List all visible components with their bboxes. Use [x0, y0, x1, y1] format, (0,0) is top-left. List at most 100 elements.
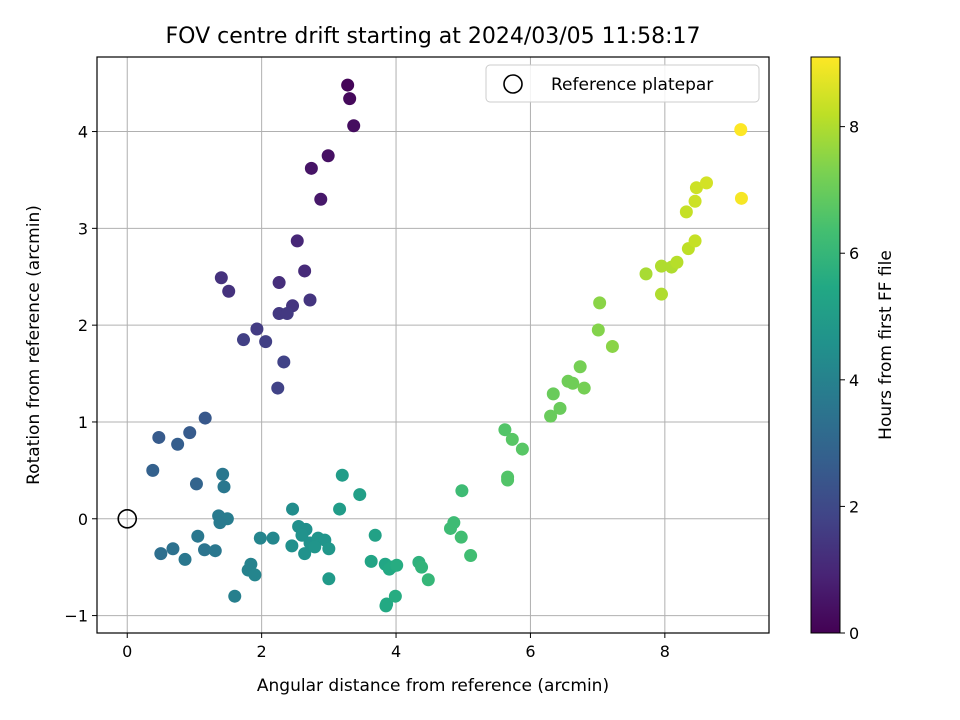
data-point [259, 335, 273, 349]
plot-frame [96, 56, 770, 634]
legend-entry-label: Reference platepar [551, 75, 713, 95]
data-point [353, 488, 367, 502]
data-point [277, 355, 291, 369]
data-point [368, 528, 382, 542]
y-axis-ticks: −1 0 1 2 3 4 [64, 123, 97, 626]
data-point [236, 333, 250, 347]
legend: Reference platepar [485, 64, 760, 103]
y-tick-label: 0 [78, 510, 88, 529]
data-point [379, 599, 393, 613]
data-point [228, 589, 242, 603]
data-point [593, 296, 607, 310]
data-point [295, 528, 309, 542]
data-point [308, 540, 322, 554]
x-axis-ticks: 0 2 4 6 8 [122, 633, 670, 661]
data-point [553, 401, 567, 415]
data-point [208, 544, 222, 558]
data-point [285, 539, 299, 553]
y-axis-label: Rotation from reference (arcmin) [24, 205, 44, 485]
data-point [421, 573, 435, 587]
legend-box [485, 64, 760, 103]
data-point [171, 437, 185, 451]
data-point [166, 542, 180, 556]
colorbar-ticks: 0 2 4 6 8 [840, 118, 859, 643]
y-tick-label: 2 [78, 316, 88, 335]
chart-title: FOV centre drift starting at 2024/03/05 … [166, 24, 701, 49]
data-point [272, 276, 286, 290]
data-point [734, 123, 748, 137]
legend-open-circle-icon [503, 74, 523, 94]
colorbar: 0 2 4 6 8 Hours from first FF file [810, 56, 896, 643]
data-point [189, 477, 203, 491]
data-point [298, 264, 312, 278]
data-point [335, 468, 349, 482]
data-point [290, 234, 304, 248]
colorbar-label: Hours from first FF file [876, 250, 896, 440]
data-point [250, 322, 264, 336]
y-tick-label: 4 [78, 123, 88, 142]
y-tick-label: 1 [78, 413, 88, 432]
data-point [544, 409, 558, 423]
colorbar-gradient [810, 56, 841, 634]
data-point [700, 176, 714, 190]
data-point [253, 531, 267, 545]
reference-platepar-marker [117, 508, 138, 529]
colorbar-tick-label: 4 [849, 371, 859, 390]
data-point [515, 442, 529, 456]
data-point [178, 552, 192, 566]
y-tick-label: 3 [78, 219, 88, 238]
data-point [214, 271, 228, 285]
data-point [605, 339, 619, 353]
data-point [322, 542, 336, 556]
data-point [341, 78, 355, 92]
data-point [734, 191, 748, 205]
colorbar-tick-label: 2 [849, 497, 859, 516]
data-point [573, 360, 587, 374]
data-point [670, 255, 684, 269]
data-point [654, 287, 668, 301]
data-point [191, 529, 205, 543]
data-point [217, 480, 231, 494]
data-point [286, 502, 300, 516]
data-point [498, 423, 512, 437]
y-tick-label: −1 [64, 607, 88, 626]
data-point [213, 516, 227, 530]
scatter-points [146, 78, 748, 613]
x-axis-label: Angular distance from reference (arcmin) [257, 676, 609, 696]
data-point [198, 543, 212, 557]
data-point [314, 192, 328, 206]
data-point [304, 161, 318, 175]
data-point [388, 589, 402, 603]
data-point [347, 119, 361, 133]
data-point [183, 426, 197, 440]
data-point [654, 259, 668, 273]
data-point [415, 560, 429, 574]
data-point [321, 149, 335, 163]
data-point [280, 307, 294, 321]
data-point [364, 554, 378, 568]
data-point [271, 381, 285, 395]
data-point [222, 284, 236, 298]
data-point [505, 432, 519, 446]
data-point [198, 411, 212, 425]
data-point [343, 92, 357, 106]
x-tick-label: 4 [391, 642, 401, 661]
data-point [216, 467, 230, 481]
data-point [248, 568, 262, 582]
data-point [501, 473, 515, 487]
data-point [152, 430, 166, 444]
data-point [443, 521, 457, 535]
data-point [688, 234, 702, 248]
data-point [639, 267, 653, 281]
data-point [298, 547, 312, 561]
data-point [566, 376, 580, 390]
colorbar-tick-label: 0 [849, 624, 859, 643]
colorbar-tick-label: 8 [849, 118, 859, 137]
colorbar-tick-label: 6 [849, 244, 859, 263]
data-point [591, 323, 605, 337]
data-point [390, 558, 404, 572]
data-point [689, 181, 703, 195]
x-tick-label: 8 [660, 642, 670, 661]
data-point [146, 463, 160, 477]
